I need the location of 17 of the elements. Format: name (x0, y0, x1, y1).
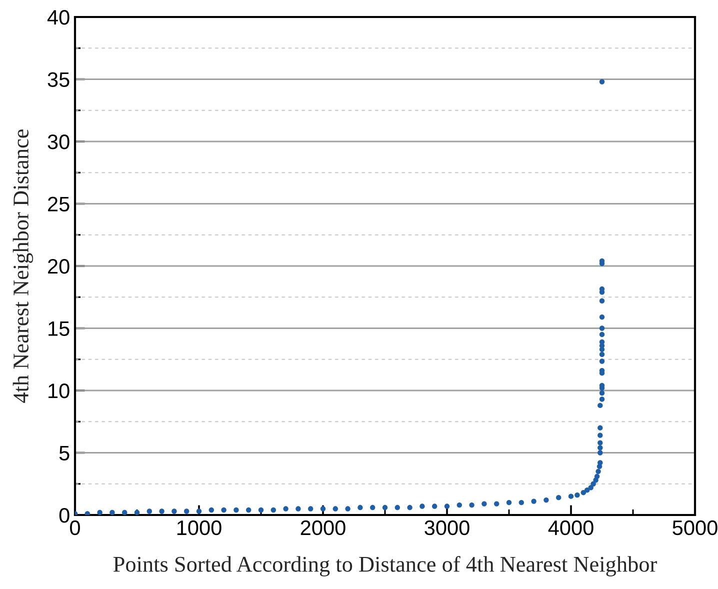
x-axis-title: Points Sorted According to Distance of 4th Nearest Neighbor (113, 556, 657, 576)
x-tick-label: 2000 (300, 520, 346, 536)
y-axis-title: 4th Nearest Neighbor Distance (12, 129, 34, 403)
y-tick-label: 40 (47, 10, 70, 25)
y-tick-label: 25 (48, 196, 70, 212)
y-tick-label: 5 (59, 446, 70, 461)
y-tick-label: 10 (48, 384, 70, 398)
x-tick-label: 0 (70, 520, 80, 536)
y-tick-label: 35 (48, 72, 70, 88)
x-tick-label: 3000 (424, 520, 470, 536)
y-tick-label: 20 (48, 259, 70, 274)
x-tick-label: 5000 (672, 520, 718, 536)
y-tick-label: 30 (48, 134, 70, 150)
x-tick-label: 4000 (548, 520, 594, 536)
y-tick-label: 15 (48, 321, 70, 336)
y-tick-label: 0 (59, 508, 70, 523)
x-tick-label: 1000 (177, 520, 222, 536)
